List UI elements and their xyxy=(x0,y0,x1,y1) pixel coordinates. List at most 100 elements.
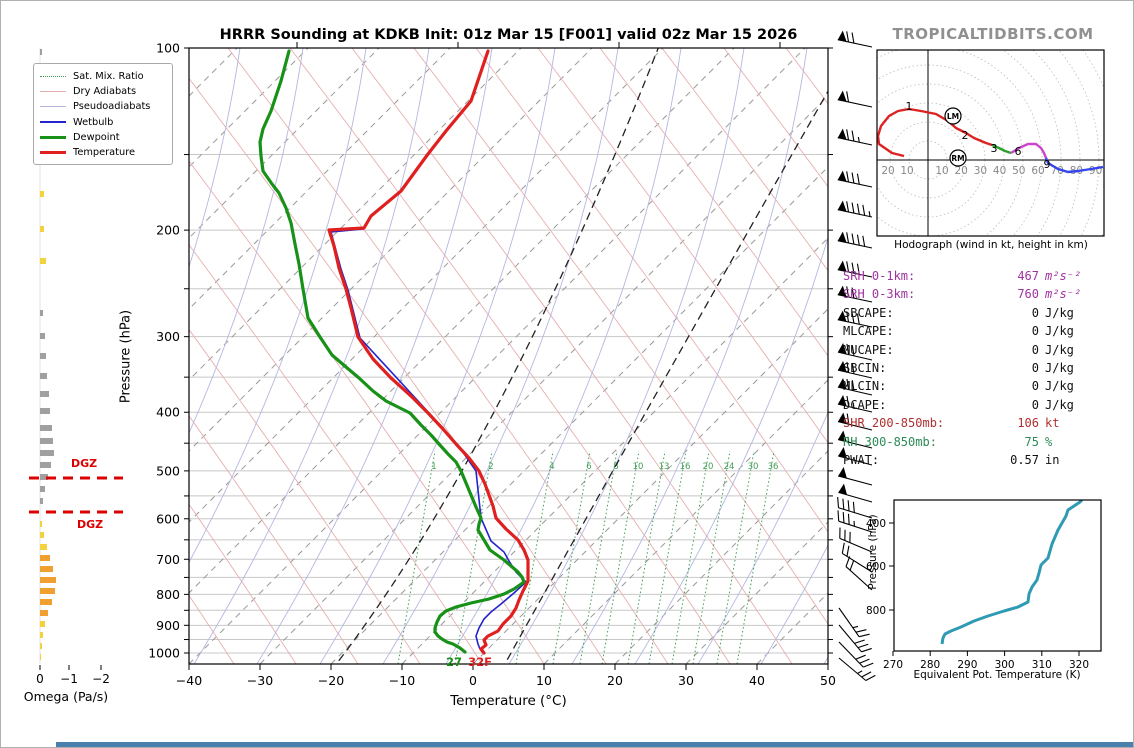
stat-row-pwat: PWAT: 0.57 in xyxy=(839,453,1067,471)
temp-tick-label: 20 xyxy=(607,673,623,688)
hodograph-caption: Hodograph (wind in kt, height in km) xyxy=(894,239,1088,251)
omega-bar xyxy=(40,462,51,468)
hodograph-ring-label: 40 xyxy=(993,165,1006,177)
thetae-plot xyxy=(940,500,1084,645)
omega-bar xyxy=(40,226,44,232)
stat-unit: J/kg xyxy=(1045,379,1074,394)
mixing-ratio-label: 30 xyxy=(748,462,759,472)
hodograph-ring-label: 30 xyxy=(974,165,987,177)
pressure-tick-label: 400 xyxy=(156,405,180,420)
temp-tick-label: 10 xyxy=(536,673,552,688)
stat-value: 0 xyxy=(1031,361,1039,375)
omega-tick-label: −2 xyxy=(92,672,110,686)
pressure-tick-label: 1000 xyxy=(148,646,180,661)
legend-item-wetbulb: Wetbulb xyxy=(40,115,168,130)
hodograph-ring-label: 10 xyxy=(900,165,913,177)
legend-item-dewpoint: Dewpoint xyxy=(40,130,168,145)
stat-label: SBCAPE: xyxy=(843,305,894,320)
omega-bar xyxy=(40,566,53,572)
omega-bar xyxy=(40,408,50,414)
skewt-y-axis-title: Pressure (hPa) xyxy=(118,309,134,404)
omega-tick-label: 0 xyxy=(36,672,44,686)
watermark: TROPICALTIDBITS.COM xyxy=(892,25,1094,43)
stat-unit: in xyxy=(1045,453,1060,467)
wind-barb xyxy=(838,641,874,668)
dewpoint-line-sample-icon xyxy=(40,135,66,139)
stat-label: SBCIN: xyxy=(843,361,887,375)
surface-dewpoint-label: 27 xyxy=(445,655,462,669)
temperature-curve xyxy=(327,49,530,655)
footer-bar xyxy=(56,742,1133,747)
stat-label: PWAT: xyxy=(843,453,880,467)
thetae-x-tick-label: 320 xyxy=(1069,659,1089,671)
mixing-ratio-label: 36 xyxy=(768,462,779,472)
wind-barb xyxy=(837,430,873,449)
thetae-y-tick-label: 400 xyxy=(866,518,886,530)
omega-bar xyxy=(40,474,48,480)
omega-bar xyxy=(40,191,44,197)
wind-barb xyxy=(837,30,873,48)
wind-barb xyxy=(841,542,873,573)
omega-bar xyxy=(40,544,47,550)
wind-barb xyxy=(837,231,873,249)
omega-bar xyxy=(40,654,41,660)
mixing-ratio-label: 6 xyxy=(586,462,591,472)
thetae-y-tick-label: 600 xyxy=(866,561,886,573)
wind-barb xyxy=(838,657,876,681)
stat-value: 0 xyxy=(1031,342,1039,357)
page-title: HRRR Sounding at KDKB Init: 01z Mar 15 [… xyxy=(219,27,798,43)
stat-value: 0.57 xyxy=(1010,453,1039,467)
pseudoadiabat-line-sample-icon xyxy=(40,106,66,108)
wind-barb xyxy=(838,483,873,503)
omega-bar xyxy=(40,450,54,456)
wind-barb xyxy=(845,556,873,591)
omega-bar xyxy=(40,425,52,431)
wind-barb xyxy=(838,467,873,486)
wetbulb-curve xyxy=(329,52,528,654)
omega-bar xyxy=(40,353,46,359)
stat-label: DCAPE: xyxy=(843,397,887,412)
omega-bar xyxy=(40,643,42,649)
stat-unit: J/kg xyxy=(1045,342,1074,357)
stat-unit: J/kg xyxy=(1045,324,1074,339)
hodograph-ring-label: 60 xyxy=(1031,165,1044,177)
legend-item-label: Sat. Mix. Ratio xyxy=(73,71,144,83)
legend-item-sat-mix-ratio: Sat. Mix. Ratio xyxy=(40,69,168,84)
omega-bar xyxy=(40,621,45,627)
stat-unit: % xyxy=(1045,434,1053,449)
wind-barb xyxy=(838,607,870,638)
thetae-x-tick-label: 300 xyxy=(995,659,1015,671)
mixing-ratio-label: 16 xyxy=(680,462,691,472)
wind-barb xyxy=(837,343,873,361)
stat-value: 760 xyxy=(1017,287,1039,302)
wind-barb xyxy=(837,285,873,303)
stat-label: MLCAPE: xyxy=(843,324,894,339)
stat-value: 467 xyxy=(1017,269,1039,283)
hodograph-height-label: 6 xyxy=(1015,145,1022,158)
stat-label: SHR 200-850mb: xyxy=(843,416,945,431)
hodograph-trace-0-3km xyxy=(877,107,993,158)
storm-motion-marker: LM xyxy=(947,112,959,121)
mixing-ratio-label: 10 xyxy=(633,462,644,472)
temp-tick-label: −30 xyxy=(247,673,273,688)
omega-bar xyxy=(40,373,47,379)
omega-bar xyxy=(40,486,45,492)
wind-barb xyxy=(837,128,873,146)
wind-barb xyxy=(837,510,873,533)
stat-row-mlcin: MLCIN: 0 J/kg xyxy=(839,379,1074,397)
legend-item-label: Temperature xyxy=(73,147,136,159)
legend-item-temperature: Temperature xyxy=(40,145,168,160)
temp-tick-label: 0 xyxy=(469,673,477,688)
stat-label: SRH 0-3km: xyxy=(843,287,916,302)
stat-value: 0 xyxy=(1031,379,1039,394)
thetae-y-axis-title: Pressure (hPa) xyxy=(867,514,879,590)
omega-bar xyxy=(40,498,43,504)
temp-tick-label: −20 xyxy=(318,673,344,688)
omega-bar xyxy=(40,555,50,561)
legend-item-label: Wetbulb xyxy=(73,116,114,128)
hodograph-ring-label: 50 xyxy=(1012,165,1025,177)
dgz-label-bottom: DGZ xyxy=(77,518,104,531)
stat-row-srh-0-3km: SRH 0-3km: 760 m²s⁻² xyxy=(839,287,1081,305)
stat-value: 106 xyxy=(1017,416,1039,431)
